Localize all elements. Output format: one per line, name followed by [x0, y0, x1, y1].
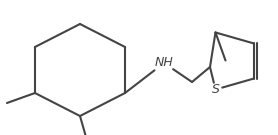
Text: S: S — [212, 83, 219, 96]
Text: NH: NH — [155, 57, 173, 70]
